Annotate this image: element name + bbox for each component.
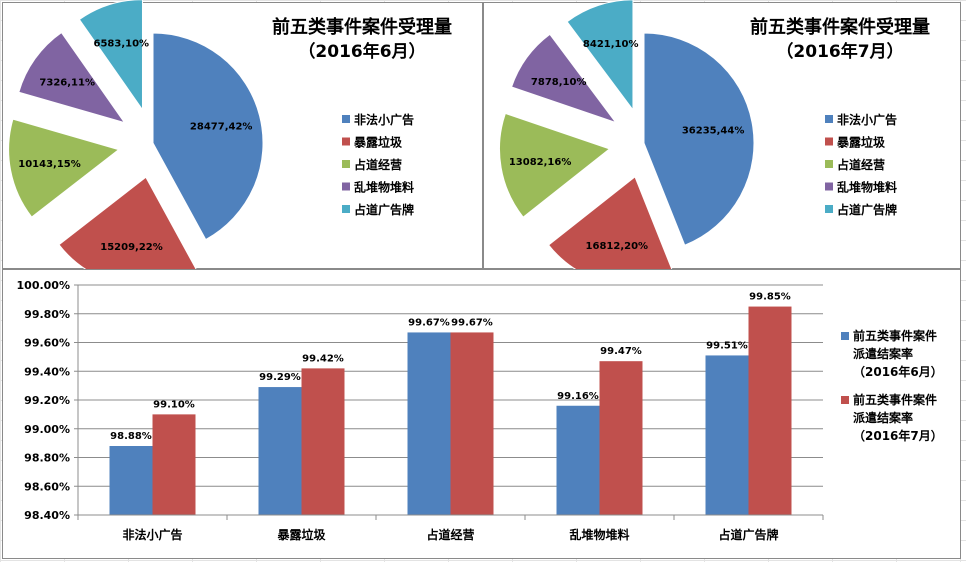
pie-july-data-label: 8421,10% bbox=[583, 39, 639, 50]
bar-june-illegal-ads bbox=[109, 446, 153, 515]
bar-june-stacked-materials bbox=[556, 405, 600, 515]
bar-x-tick-label: 乱堆物堆料 bbox=[569, 527, 629, 542]
bar-legend-swatch bbox=[841, 396, 849, 404]
pie-legend-label: 占道广告牌 bbox=[354, 202, 414, 217]
bar-y-tick-label: 99.60% bbox=[24, 337, 70, 350]
bar-legend-swatch bbox=[841, 332, 849, 340]
pie-legend-swatch bbox=[825, 115, 833, 123]
pie-legend-swatch bbox=[342, 115, 350, 123]
bar-data-label: 99.10% bbox=[153, 399, 195, 410]
pie-july-slice-stacked-materials bbox=[510, 33, 618, 124]
bar-data-label: 99.42% bbox=[302, 353, 344, 364]
bar-legend-label: 派遣结案率 bbox=[853, 410, 913, 425]
pie-june-data-label: 7326,11% bbox=[39, 78, 95, 89]
bar-chart-closure-rate: 98.40% 98.60% 98.80% 99.00% 99.20% 99.40% 99.6… bbox=[17, 279, 943, 542]
bar-y-tick-label: 99.20% bbox=[24, 394, 70, 407]
pie-legend-label: 乱堆物堆料 bbox=[837, 180, 897, 195]
pie-legend-swatch bbox=[342, 137, 350, 146]
pie-june-title-line2: （2016年6月） bbox=[298, 41, 425, 62]
bar-x-tick-label: 暴露垃圾 bbox=[276, 527, 326, 542]
pie-legend-swatch bbox=[825, 205, 833, 213]
pie-july-data-label: 13082,16% bbox=[509, 157, 572, 168]
bar-july-road-billboards bbox=[748, 306, 792, 515]
bar-legend-label: 派遣结案率 bbox=[853, 346, 913, 361]
bar-july-illegal-ads bbox=[152, 414, 196, 515]
pie-june-title-line1: 前五类事件案件受理量 bbox=[272, 16, 452, 38]
pie-june-slice-road-occupying-business bbox=[8, 118, 120, 218]
pie-july-slice-road-occupying-business bbox=[499, 112, 611, 218]
pie-july-title-line2: （2016年7月） bbox=[776, 41, 903, 62]
bar-july-exposed-garbage bbox=[301, 368, 345, 515]
pie-june-data-label: 15209,22% bbox=[100, 242, 163, 253]
bar-legend-label: 前五类事件案件 bbox=[853, 392, 937, 407]
pie-legend-swatch bbox=[342, 160, 350, 168]
pie-july-data-label: 7878,10% bbox=[531, 77, 587, 88]
bar-data-label: 99.29% bbox=[259, 372, 301, 383]
bar-legend-label: （2016年6月） bbox=[853, 364, 943, 379]
bar-june-road-billboards bbox=[705, 355, 749, 515]
pie-june-slice-illegal-ads bbox=[152, 32, 264, 241]
bar-y-tick-label: 99.80% bbox=[24, 308, 70, 321]
pie-legend-label: 占道经营 bbox=[837, 157, 885, 172]
pie-legend-label: 占道广告牌 bbox=[837, 202, 897, 217]
bar-y-tick-label: 98.60% bbox=[24, 480, 70, 493]
bar-data-label: 99.51% bbox=[706, 340, 748, 351]
pie-chart-june-panel[interactable]: 前五类事件案件受理量 （2016年6月） 28477,42% 15209,22% 1… bbox=[2, 0, 483, 288]
pie-june-data-label: 28477,42% bbox=[190, 122, 253, 133]
bar-y-tick-label: 99.00% bbox=[24, 423, 70, 436]
pie-legend-label: 非法小广告 bbox=[837, 112, 897, 127]
bar-y-tick-label: 99.40% bbox=[24, 365, 70, 378]
pie-legend-label: 乱堆物堆料 bbox=[354, 180, 414, 195]
bar-june-road-occupying-business bbox=[407, 332, 451, 515]
pie-legend-swatch bbox=[825, 160, 833, 168]
pie-july-title-line1: 前五类事件案件受理量 bbox=[750, 16, 930, 38]
bar-data-label: 99.16% bbox=[557, 391, 599, 402]
pie-legend-label: 占道经营 bbox=[354, 157, 402, 172]
bar-data-label: 99.85% bbox=[749, 292, 791, 303]
bar-x-tick-label: 非法小广告 bbox=[122, 527, 182, 542]
pie-legend-swatch bbox=[342, 205, 350, 213]
pie-chart-june: 前五类事件案件受理量 （2016年6月） 28477,42% 15209,22% 1… bbox=[8, 0, 452, 288]
bar-chart-panel[interactable]: 98.40% 98.60% 98.80% 99.00% 99.20% 99.40% 99.6… bbox=[2, 269, 961, 559]
pie-legend-label: 非法小广告 bbox=[354, 112, 414, 127]
pie-july-slice-road-billboards bbox=[566, 0, 634, 112]
bar-july-road-occupying-business bbox=[450, 332, 494, 515]
pie-june-data-label: 6583,10% bbox=[94, 39, 150, 50]
bar-y-tick-label: 98.40% bbox=[24, 509, 70, 522]
pie-legend-label: 暴露垃圾 bbox=[353, 135, 403, 150]
bar-x-tick-label: 占道经营 bbox=[426, 527, 474, 542]
bar-data-label: 99.67% bbox=[451, 317, 493, 328]
pie-july-data-label: 36235,44% bbox=[682, 126, 745, 137]
bar-x-tick-label: 占道广告牌 bbox=[718, 527, 778, 542]
bar-data-label: 98.88% bbox=[110, 431, 152, 442]
pie-chart-july: 前五类事件案件受理量 （2016年7月） 36235,44% 16812,20% 1… bbox=[499, 0, 930, 288]
bar-data-label: 99.67% bbox=[408, 317, 450, 328]
bar-y-tick-label: 100.00% bbox=[17, 279, 70, 292]
pie-legend-swatch bbox=[825, 137, 833, 146]
pie-legend-swatch bbox=[342, 182, 350, 191]
pie-legend-label: 暴露垃圾 bbox=[836, 135, 886, 150]
pie-june-slice-road-billboards bbox=[78, 0, 143, 112]
bar-july-stacked-materials bbox=[599, 361, 643, 515]
bar-legend-label: 前五类事件案件 bbox=[853, 328, 937, 343]
bar-june-exposed-garbage bbox=[258, 387, 302, 515]
bar-y-tick-label: 98.80% bbox=[24, 452, 70, 465]
bar-legend-label: （2016年7月） bbox=[853, 428, 943, 443]
pie-july-slice-illegal-ads bbox=[643, 32, 755, 246]
pie-chart-july-panel[interactable]: 前五类事件案件受理量 （2016年7月） 36235,44% 16812,20% 1… bbox=[483, 0, 961, 288]
pie-legend-swatch bbox=[825, 182, 833, 191]
pie-june-slice-stacked-materials bbox=[18, 31, 126, 124]
pie-june-data-label: 10143,15% bbox=[18, 159, 81, 170]
bar-data-label: 99.47% bbox=[600, 346, 642, 357]
pie-july-data-label: 16812,20% bbox=[586, 241, 649, 252]
